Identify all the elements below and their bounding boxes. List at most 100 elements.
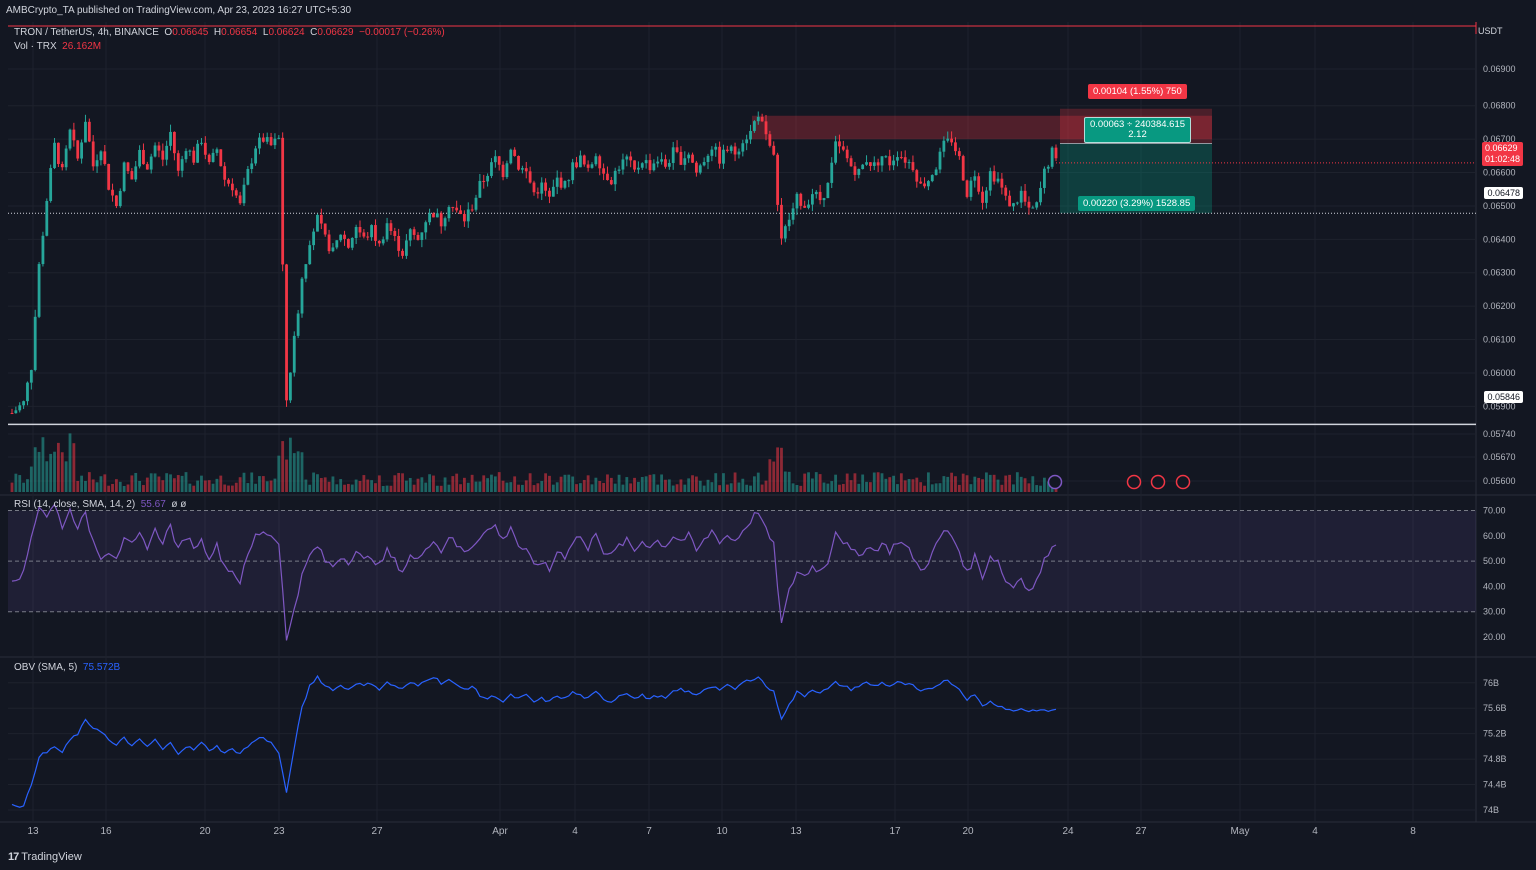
volume-bar xyxy=(857,483,861,492)
candle-body xyxy=(501,164,505,178)
candle-body xyxy=(374,225,377,241)
candle-body xyxy=(965,180,969,197)
volume-bar xyxy=(961,473,965,492)
candle-body xyxy=(749,130,752,140)
ohlc-open: 0.06645 xyxy=(172,27,209,38)
volume-bar xyxy=(308,484,312,492)
volume-bar xyxy=(548,475,551,492)
candle-body xyxy=(350,237,354,248)
volume-bar xyxy=(934,483,938,492)
candle-body xyxy=(1043,168,1046,188)
candle-body xyxy=(521,168,524,170)
candle-body xyxy=(455,207,459,211)
volume-bar xyxy=(1027,483,1031,492)
candle-body xyxy=(849,158,853,167)
volume-bar xyxy=(834,474,837,492)
volume-bar xyxy=(733,472,737,492)
candle-body xyxy=(524,168,528,172)
candle-body xyxy=(470,209,474,211)
volume-bar xyxy=(374,483,377,492)
volume-bar xyxy=(211,483,215,492)
volume-bar xyxy=(664,479,667,492)
volume-bar xyxy=(72,443,76,492)
candle-body xyxy=(907,162,911,164)
take-profit-label[interactable]: 0.00220 (3.29%) 1528.85 xyxy=(1078,196,1196,211)
volume-bar xyxy=(466,482,470,492)
volume-bar xyxy=(830,481,834,492)
candle-body xyxy=(451,207,455,209)
volume-bar xyxy=(865,481,868,492)
candle-body xyxy=(447,207,451,219)
candle-body xyxy=(942,140,946,152)
candle-body xyxy=(613,170,617,185)
candle-body xyxy=(203,142,207,155)
candle-body xyxy=(377,240,381,244)
candle-body xyxy=(671,147,675,164)
rsi-label: RSI (14, close, SMA, 14, 2) xyxy=(14,499,136,510)
volume-bar xyxy=(563,474,567,492)
candle-body xyxy=(845,149,849,159)
candle-body xyxy=(787,219,791,227)
candle-body xyxy=(930,175,934,182)
volume-bar xyxy=(822,482,826,492)
volume-bar xyxy=(362,475,366,492)
candle-body xyxy=(362,232,366,237)
volume-bar xyxy=(644,476,648,492)
price-tick-label: 0.06500 xyxy=(1483,201,1516,211)
volume-bar xyxy=(640,477,644,492)
volume-bar xyxy=(292,453,296,492)
us-flag-icon xyxy=(1175,474,1191,490)
candle-body xyxy=(517,155,520,170)
candle-body xyxy=(865,162,868,165)
volume-bar xyxy=(718,485,721,492)
volume-bar xyxy=(219,475,223,492)
candle-body xyxy=(80,142,83,159)
stop-loss-label[interactable]: 0.00104 (1.55%) 750 xyxy=(1088,84,1187,99)
price-tick-label: 0.05670 xyxy=(1483,452,1516,462)
candle-body xyxy=(714,146,718,150)
volume-bar xyxy=(122,485,126,492)
candle-body xyxy=(838,141,841,147)
volume-bar xyxy=(814,472,818,492)
volume-bar xyxy=(745,484,749,492)
candle-body xyxy=(737,151,741,155)
volume-bar xyxy=(741,478,745,492)
candle-body xyxy=(756,116,760,122)
volume-bar xyxy=(354,479,358,492)
obv-label: OBV (SMA, 5) xyxy=(14,662,78,673)
volume-bar xyxy=(807,472,810,492)
candle-body xyxy=(567,180,571,182)
risk-reward-label[interactable]: 0.00063 ÷ 240384.615 2.12 xyxy=(1084,117,1191,143)
candle-body xyxy=(509,149,513,164)
obv-line xyxy=(11,674,1057,808)
candle-body xyxy=(698,165,702,173)
candle-body xyxy=(115,195,118,207)
volume-bar xyxy=(37,451,41,492)
candle-body xyxy=(258,137,261,149)
candle-body xyxy=(347,238,350,248)
candle-body xyxy=(1046,166,1050,169)
tradingview-footer[interactable]: 17 TradingView xyxy=(8,851,82,863)
volume-bar xyxy=(323,477,327,492)
price-tick-label: 0.06800 xyxy=(1483,101,1516,111)
volume-bar xyxy=(49,453,53,492)
volume-bar xyxy=(992,474,996,492)
volume-bar xyxy=(18,475,22,492)
volume-bar xyxy=(103,474,107,492)
volume-bar xyxy=(149,473,153,492)
rsi-value: 55.67 xyxy=(140,499,166,510)
x-tick-label: 13 xyxy=(790,826,802,837)
volume-bar xyxy=(621,484,625,492)
volume-bar xyxy=(231,485,234,492)
x-tick-label: 27 xyxy=(1135,826,1147,837)
volume-bar xyxy=(776,447,779,492)
x-tick-label: 4 xyxy=(1312,826,1318,837)
volume-bar xyxy=(586,475,590,492)
candle-body xyxy=(227,179,230,184)
candle-body xyxy=(219,149,223,167)
candle-body xyxy=(68,129,72,149)
volume-bar xyxy=(617,474,621,492)
candle-body xyxy=(710,149,714,156)
volume-bar xyxy=(652,474,656,492)
